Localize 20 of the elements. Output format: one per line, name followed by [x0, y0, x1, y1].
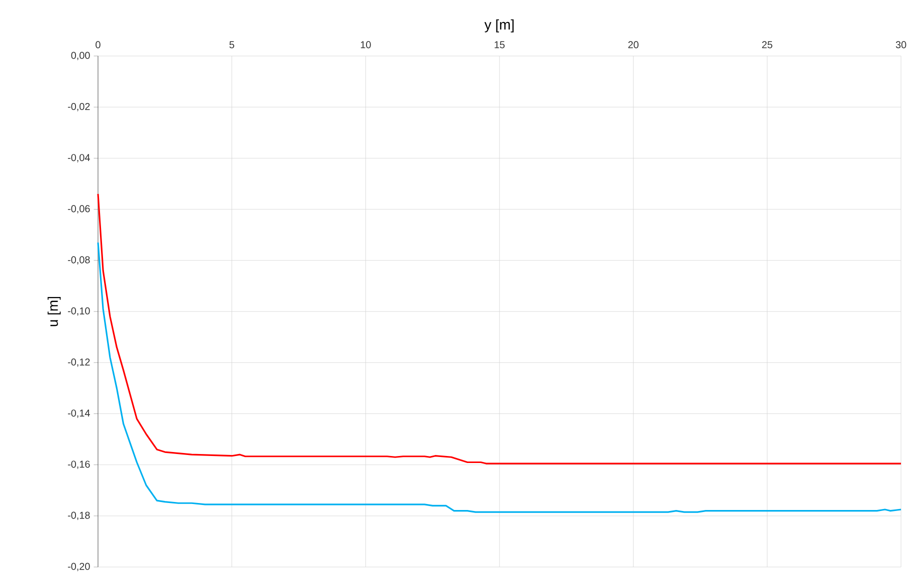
x-axis-title: y [m] — [484, 19, 514, 32]
y-tick-label: 0,00 — [71, 52, 90, 60]
y-tick-label: -0,18 — [68, 512, 90, 520]
y-tick-label: -0,10 — [68, 307, 90, 316]
x-tick-label: 10 — [360, 40, 371, 48]
x-tick-label: 25 — [762, 40, 772, 48]
y-tick-label: -0,20 — [68, 562, 90, 571]
y-tick-label: -0,08 — [68, 256, 90, 264]
x-tick-label: 0 — [96, 40, 100, 48]
y-tick-label: -0,06 — [68, 204, 90, 214]
x-tick-label: 15 — [494, 41, 505, 48]
y-tick-label: -0,14 — [68, 409, 90, 418]
x-tick-label: 30 — [896, 40, 906, 48]
y-tick-label: -0,04 — [68, 154, 90, 162]
y-tick-label: -0,12 — [68, 358, 90, 367]
y-tick-label: -0,02 — [68, 102, 90, 111]
y-tick-label: -0,16 — [68, 460, 90, 469]
y-axis-title: u [m] — [48, 296, 61, 326]
x-tick-label: 20 — [628, 40, 638, 48]
x-tick-label: 5 — [229, 41, 234, 48]
